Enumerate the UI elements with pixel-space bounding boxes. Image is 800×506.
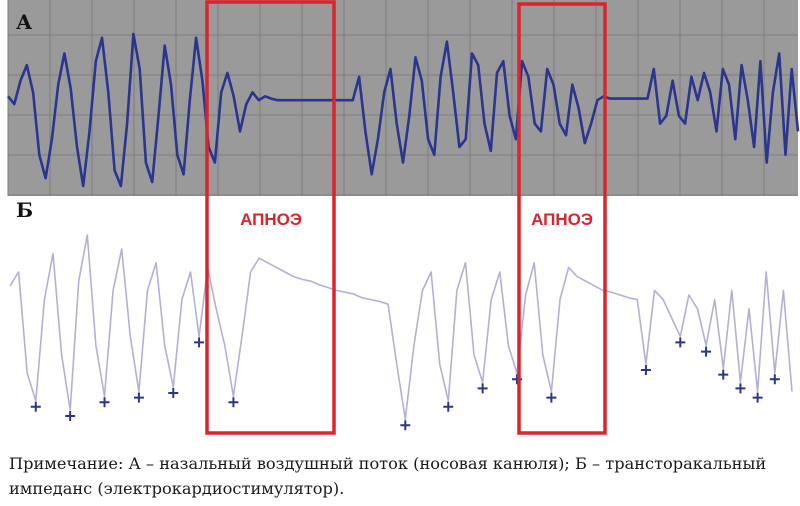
breath-marker [168, 388, 179, 398]
breath-marker [640, 365, 651, 375]
breath-marker [133, 392, 144, 403]
breath-marker [752, 392, 763, 403]
panel-a-airflow-trace [6, 32, 800, 188]
panel-b-transthoracic-impedance: Б [9, 198, 793, 431]
panel-a-label: А [16, 10, 33, 34]
breath-marker [546, 392, 557, 403]
breath-marker [718, 369, 729, 380]
apnea-highlights: АПНОЭ АПНОЭ [205, 0, 607, 435]
breath-marker [194, 337, 205, 348]
panel-a-grid [7, 0, 798, 196]
breath-marker [701, 346, 712, 357]
panel-a-nasal-airflow: А [6, 0, 800, 196]
breath-marker [65, 411, 76, 421]
apnea-box-1 [205, 0, 336, 435]
breath-marker [443, 401, 454, 412]
breath-marker [400, 420, 411, 431]
panel-b-breath-markers [30, 337, 780, 431]
panel-b-impedance-trace [9, 234, 793, 420]
breath-marker [477, 383, 488, 394]
breath-marker [769, 374, 780, 385]
apnea-label-1: АПНОЭ [240, 210, 302, 229]
panel-b-label: Б [16, 198, 33, 222]
figure: А Б АПНОЭ АПНОЭ [6, 0, 800, 435]
figure-note: Примечание: А – назальный воздушный пото… [9, 454, 767, 498]
apnea-box-2 [517, 2, 607, 435]
breath-marker [228, 397, 239, 408]
breath-marker [99, 397, 110, 408]
breath-marker [30, 401, 41, 412]
apnea-label-2: АПНОЭ [531, 210, 593, 229]
breath-marker [675, 337, 686, 348]
breath-marker [735, 383, 746, 394]
